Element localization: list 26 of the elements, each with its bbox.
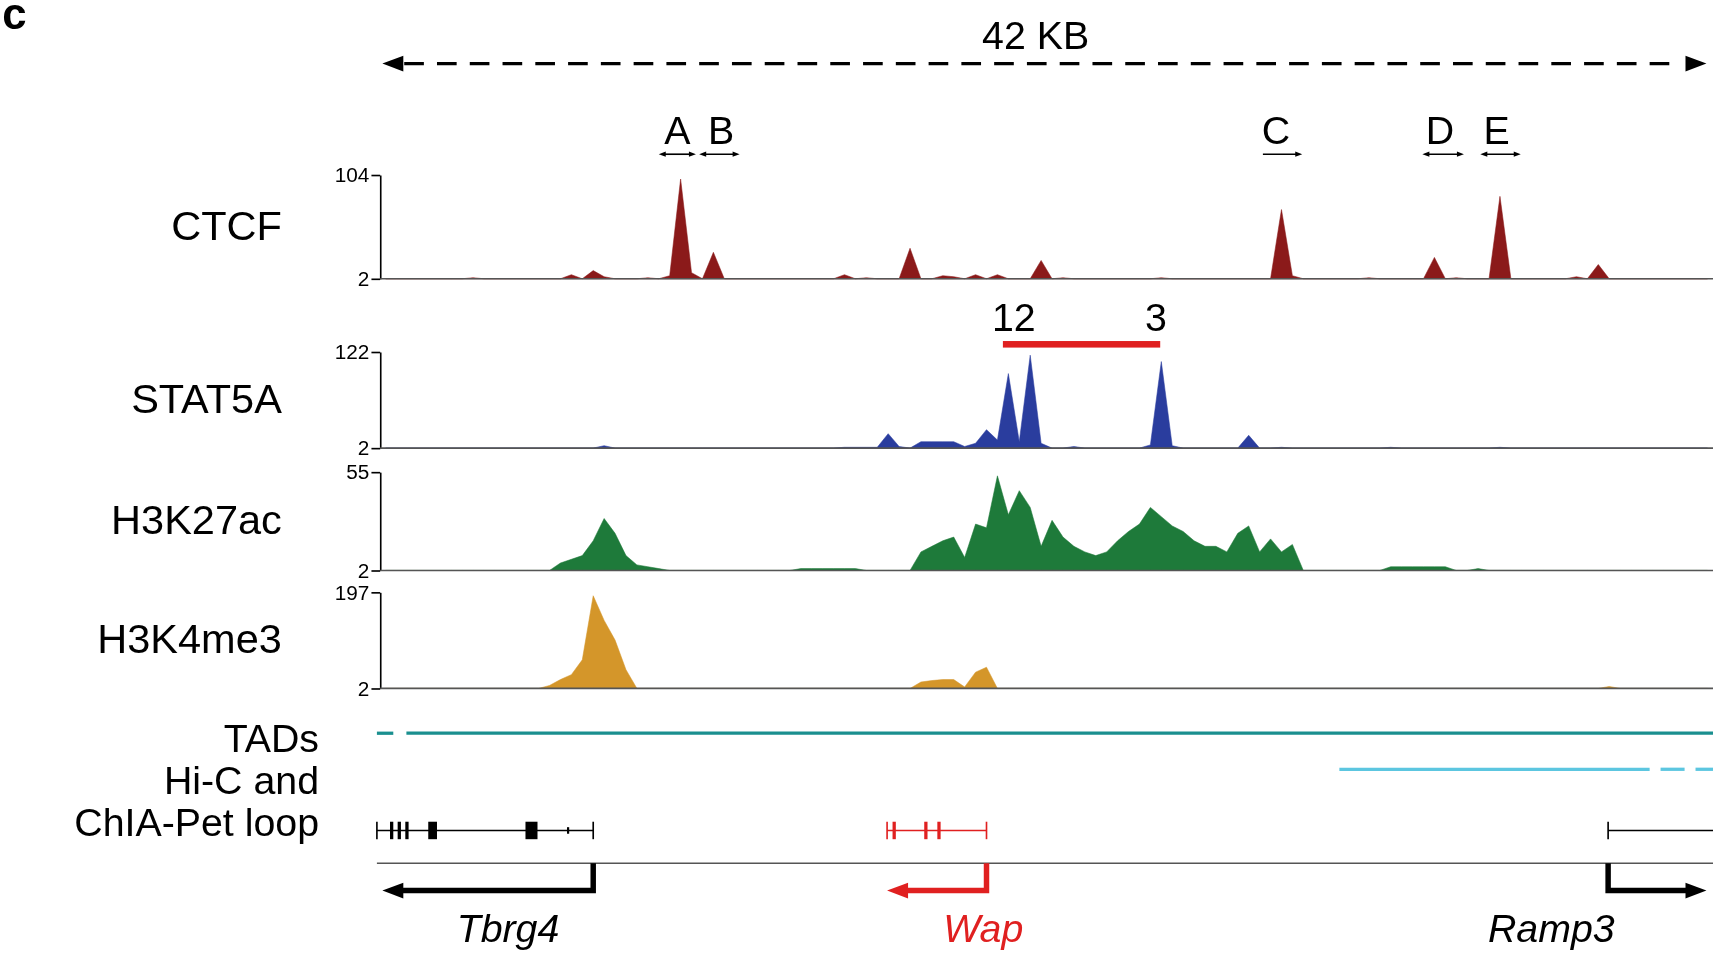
y-axis-title: H3K27ac	[111, 496, 282, 544]
text: Hi-C and ChIA-Pet loop	[74, 758, 319, 844]
text: A	[664, 108, 692, 153]
text: 3	[1144, 295, 1167, 340]
text: D	[1425, 108, 1455, 153]
text: C	[1261, 108, 1291, 153]
y-axis-title: STAT5A	[131, 375, 283, 423]
text: B	[707, 108, 735, 153]
y-axis-title: CTCF	[171, 201, 282, 249]
y-tick-label: 197	[334, 580, 370, 604]
y-tick-label: 2	[357, 558, 370, 582]
text: TADs	[223, 715, 319, 760]
y-tick-label: 2	[357, 436, 370, 460]
text: E	[1483, 108, 1510, 153]
text: Tbrg4	[456, 905, 560, 950]
text: Wap	[943, 905, 1024, 950]
y-tick-label: 104	[334, 163, 370, 187]
y-tick-label: 2	[357, 266, 370, 290]
text: Ramp3	[1487, 905, 1615, 950]
text: 42 KB	[982, 13, 1090, 58]
y-tick-label: 2	[357, 676, 370, 700]
y-axis-title: H3K4me3	[97, 615, 282, 663]
y-tick-label: 55	[346, 460, 370, 484]
text: 12	[991, 295, 1036, 340]
y-tick-label: 122	[334, 340, 370, 364]
text: c	[2, 0, 27, 38]
